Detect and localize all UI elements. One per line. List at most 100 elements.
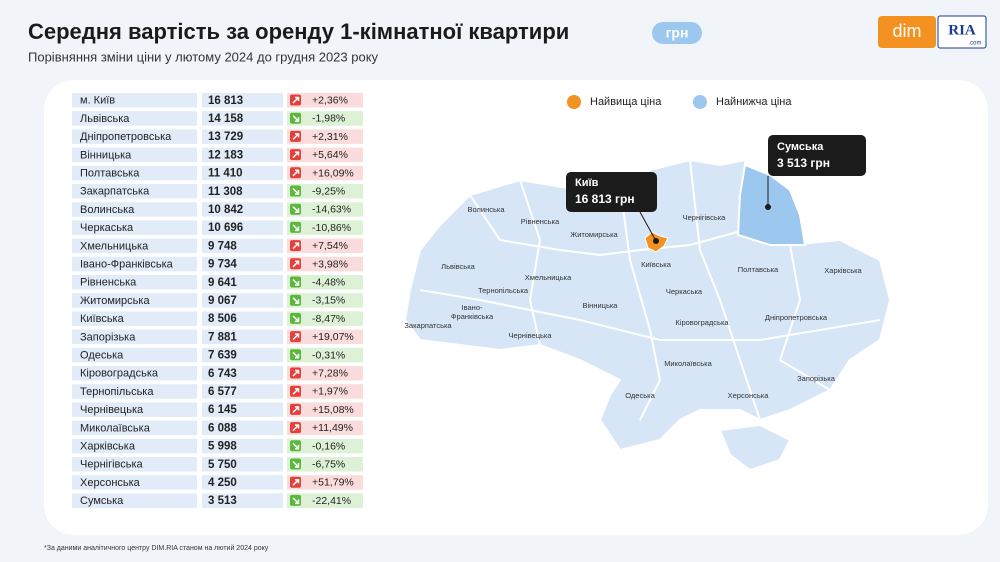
border xyxy=(419,289,881,341)
name-cell xyxy=(72,384,197,399)
legend-swatch xyxy=(693,95,707,109)
arrow xyxy=(292,497,300,505)
name-cell xyxy=(72,402,197,417)
region-name: Тернопільська xyxy=(80,386,154,398)
arrow xyxy=(292,297,300,304)
price: 6 088 xyxy=(208,422,237,434)
value-cell xyxy=(202,493,283,508)
border xyxy=(619,184,662,421)
change-cell xyxy=(287,293,363,308)
legend-label: Найвища ціна xyxy=(590,96,662,108)
region-name: Одеська xyxy=(80,349,124,361)
arrow xyxy=(292,169,300,177)
price: 9 641 xyxy=(208,277,237,289)
change-cell xyxy=(287,238,363,254)
value-cell xyxy=(202,347,283,363)
region-name: Чернівецька xyxy=(80,404,144,416)
change: -0,31% xyxy=(312,349,345,361)
change: +7,54% xyxy=(312,240,348,252)
change-cell xyxy=(287,129,363,144)
name-cell xyxy=(72,93,197,108)
region-name: Волинська xyxy=(80,204,135,216)
region-name: м. Київ xyxy=(80,95,115,107)
region-label: Дніпропетровська xyxy=(765,313,828,322)
region-name: Запорізька xyxy=(80,331,136,343)
price: 5 998 xyxy=(208,441,237,453)
change: -8,47% xyxy=(312,313,345,325)
arrow xyxy=(292,187,300,195)
change: -4,48% xyxy=(312,277,345,289)
change-cell xyxy=(287,275,363,290)
value-cell xyxy=(202,366,283,381)
change-cell xyxy=(287,311,363,326)
arrow xyxy=(292,478,300,486)
name-cell xyxy=(72,311,197,326)
price: 3 513 xyxy=(208,495,237,507)
region-name: Херсонська xyxy=(80,477,141,489)
name-cell xyxy=(72,111,197,126)
border xyxy=(519,179,542,346)
map: Київ 16 813 грн Сумська 3 513 грн Волинс… xyxy=(403,135,892,472)
change-cell xyxy=(287,420,363,436)
change-cell xyxy=(287,147,363,163)
price: 9 734 xyxy=(208,259,237,271)
region-name: Миколаївська xyxy=(80,422,151,434)
value-cell xyxy=(202,402,283,417)
region-label: Рівненська xyxy=(521,217,560,226)
region-label: Житомирська xyxy=(570,230,618,239)
price: 11 410 xyxy=(208,168,243,180)
change-cell xyxy=(287,111,363,126)
name-cell xyxy=(72,238,197,254)
change: -10,86% xyxy=(312,222,351,234)
unit: грн xyxy=(666,25,689,41)
price: 6 577 xyxy=(208,386,237,398)
value-cell xyxy=(202,111,283,126)
price: 7 881 xyxy=(208,331,237,343)
price: 5 750 xyxy=(208,459,237,471)
change: -3,15% xyxy=(312,295,345,307)
arrow xyxy=(292,442,300,450)
arrow xyxy=(292,133,300,140)
change: +2,36% xyxy=(312,95,348,107)
value-cell xyxy=(202,129,283,144)
arrow xyxy=(292,333,300,341)
name-cell xyxy=(72,275,197,290)
table: м. Київ 16 813 +2,36% Львівська 14 158 -1,98%… xyxy=(72,93,363,508)
name-cell xyxy=(72,129,197,144)
region-label: Закарпатська xyxy=(404,321,452,330)
region-name: Закарпатська xyxy=(80,186,150,198)
leader xyxy=(639,211,657,242)
change: -9,25% xyxy=(312,186,345,198)
change: +5,64% xyxy=(312,149,348,161)
value-cell xyxy=(202,329,283,345)
change: +7,28% xyxy=(312,368,348,380)
region-label: Тернопільська xyxy=(478,286,529,295)
change-cell xyxy=(287,384,363,399)
arrow xyxy=(292,369,300,377)
value-cell xyxy=(202,220,283,235)
arrow xyxy=(292,260,300,268)
arrow xyxy=(292,96,300,104)
region-label: Харківська xyxy=(824,266,862,275)
legend-label: Найнижча ціна xyxy=(716,96,792,108)
price: 12 183 xyxy=(208,149,243,161)
value-cell xyxy=(202,238,283,254)
arrow xyxy=(292,115,300,122)
value-cell xyxy=(202,438,283,454)
region-name: Львівська xyxy=(80,113,130,125)
callout-name: Сумська xyxy=(777,141,824,153)
region-label: Чернігівська xyxy=(683,213,727,222)
change-cell xyxy=(287,202,363,217)
change: +19,07% xyxy=(312,331,354,343)
change-cell xyxy=(287,366,363,381)
arrow xyxy=(292,242,300,250)
change: +1,97% xyxy=(312,386,348,398)
region-label: Одеська xyxy=(625,391,655,400)
change: +51,79% xyxy=(312,477,354,489)
callout-name: Київ xyxy=(575,177,599,189)
value-cell xyxy=(202,475,283,490)
callout-box xyxy=(566,172,657,212)
name-cell xyxy=(72,493,197,508)
value-cell xyxy=(202,147,283,163)
name-cell xyxy=(72,475,197,490)
